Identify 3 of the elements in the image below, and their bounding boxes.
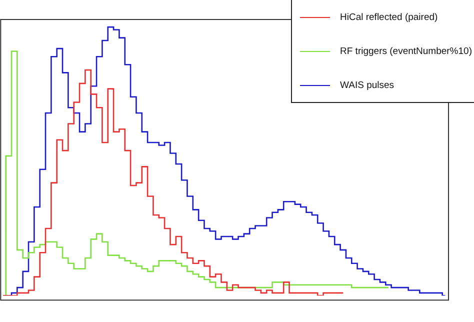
legend-label: HiCal reflected (paired) bbox=[340, 12, 438, 22]
legend-label: RF triggers (eventNumber%10) bbox=[340, 46, 472, 56]
legend-label: WAIS pulses bbox=[340, 80, 394, 90]
